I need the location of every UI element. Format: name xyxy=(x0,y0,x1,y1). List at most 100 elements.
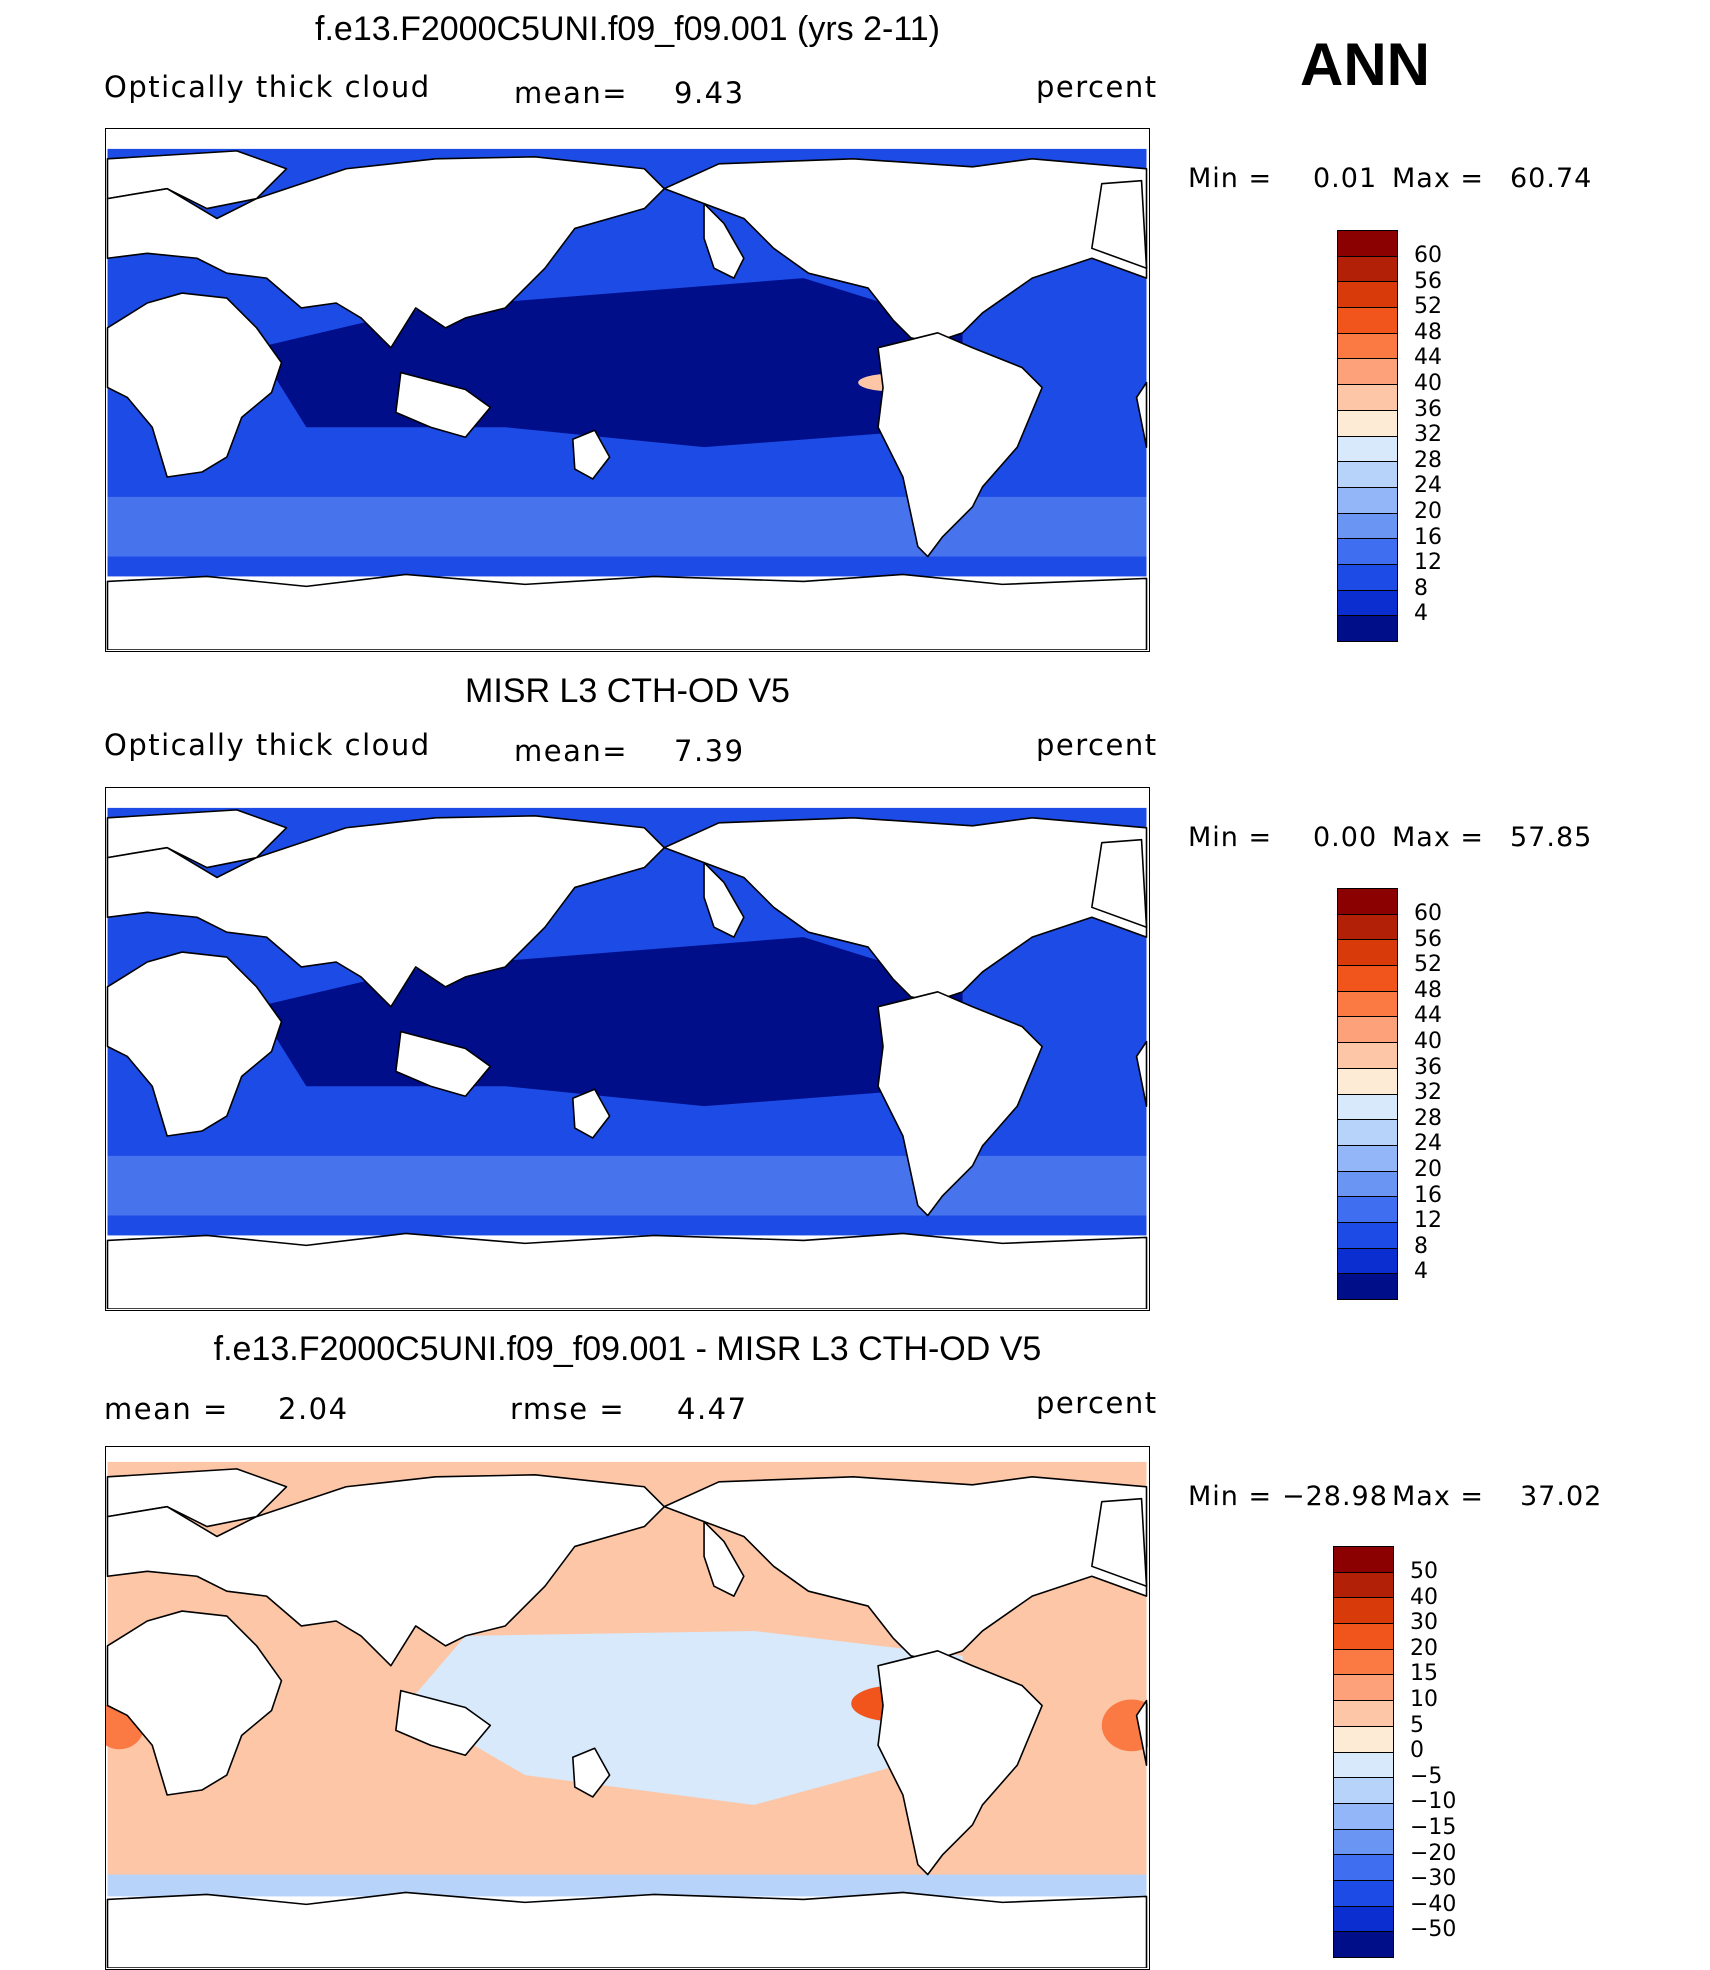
panel-3-colorbar-labels: 50 40 30 20 15 10 5 0 −5 −10 −15 −20 −30 −40 −50 xyxy=(1410,1559,1456,1943)
panel-2-units: percent xyxy=(1036,728,1158,762)
colorbar-tick-label: 20 xyxy=(1410,1635,1438,1661)
panel-3-min-label: Min = xyxy=(1188,1481,1273,1512)
colorbar-swatch xyxy=(1338,1145,1397,1172)
colorbar-tick-label: 20 xyxy=(1414,1156,1442,1182)
colorbar-swatch xyxy=(1334,1547,1393,1573)
colorbar-swatch xyxy=(1338,436,1397,463)
colorbar-tick-label: 36 xyxy=(1414,1054,1442,1080)
continent-outline xyxy=(1091,1497,1148,1587)
colorbar-swatch xyxy=(1338,616,1397,641)
colorbar-swatch xyxy=(1338,410,1397,437)
continent-outline xyxy=(663,158,1148,344)
panel-3-map-plot xyxy=(106,1461,1148,1968)
colorbar-swatch xyxy=(1338,1248,1397,1275)
colorbar-tick-label: −20 xyxy=(1410,1840,1457,1866)
colorbar-swatch xyxy=(1338,1120,1397,1146)
colorbar-swatch xyxy=(1334,1778,1393,1804)
colorbar-tick-label: 44 xyxy=(1414,1003,1442,1029)
colorbar-swatch xyxy=(1338,940,1397,967)
colorbar-swatch xyxy=(1338,513,1397,540)
colorbar-tick-label: 24 xyxy=(1414,473,1442,499)
colorbar-tick-label: 16 xyxy=(1414,1182,1442,1208)
continent-outline xyxy=(703,1520,745,1597)
colorbar-tick-label: 0 xyxy=(1410,1738,1424,1764)
panel-2-map-plot xyxy=(106,807,1148,1309)
colorbar-tick-label: 32 xyxy=(1414,1080,1442,1106)
colorbar-swatch xyxy=(1338,1094,1397,1121)
panel-1-map-plot xyxy=(106,148,1148,650)
colorbar-swatch xyxy=(1338,385,1397,411)
panel-2-min-label: Min = xyxy=(1188,822,1273,853)
continent-outline xyxy=(1135,1040,1148,1107)
panel-2-max-label: Max = xyxy=(1392,822,1485,853)
panel-2-mean-value: 7.39 xyxy=(674,734,745,768)
continent-outline xyxy=(1135,1699,1148,1766)
colorbar-tick-label: 36 xyxy=(1414,396,1442,422)
panel-3-units: percent xyxy=(1036,1386,1158,1420)
continent-outline xyxy=(663,1476,1148,1662)
continent-outline xyxy=(703,202,745,279)
colorbar-tick-label: 4 xyxy=(1414,601,1428,627)
colorbar-swatch xyxy=(1338,256,1397,283)
continent-outline xyxy=(106,815,666,1008)
colorbar-tick-label: 56 xyxy=(1414,926,1442,952)
colorbar-swatch xyxy=(1338,1171,1397,1198)
continent-outline xyxy=(106,1232,1148,1309)
colorbar-tick-label: 28 xyxy=(1414,1105,1442,1131)
continent-outline xyxy=(572,1747,611,1798)
continent-outline xyxy=(395,371,492,439)
panel-1-min-value: 0.01 xyxy=(1313,163,1378,194)
colorbar-swatch xyxy=(1338,564,1397,591)
colorbar-swatch xyxy=(1334,1906,1393,1933)
panel-1-title: f.e13.F2000C5UNI.f09_f09.001 (yrs 2-11) xyxy=(315,10,940,48)
colorbar-tick-label: 12 xyxy=(1414,550,1442,576)
colorbar-swatch xyxy=(1338,282,1397,309)
colorbar-tick-label: −30 xyxy=(1410,1866,1457,1892)
continent-outline xyxy=(106,1474,666,1667)
colorbar-swatch xyxy=(1334,1855,1393,1881)
colorbar-swatch xyxy=(1338,539,1397,565)
panel-3-rmse-value: 4.47 xyxy=(677,1392,748,1426)
colorbar-tick-label: 8 xyxy=(1414,575,1428,601)
colorbar-swatch xyxy=(1338,1197,1397,1223)
continent-outline xyxy=(1091,179,1148,269)
colorbar-swatch xyxy=(1334,1624,1393,1650)
continent-outline xyxy=(572,429,611,480)
colorbar-tick-label: 40 xyxy=(1414,370,1442,396)
colorbar-tick-label: 56 xyxy=(1414,268,1442,294)
colorbar-swatch xyxy=(1334,1675,1393,1702)
colorbar-swatch xyxy=(1338,1043,1397,1069)
continent-outline xyxy=(877,991,1043,1217)
colorbar-tick-label: 40 xyxy=(1410,1584,1438,1610)
colorbar-swatch xyxy=(1334,1803,1393,1830)
colorbar-swatch xyxy=(1334,1829,1393,1856)
panel-2-title: MISR L3 CTH-OD V5 xyxy=(465,672,790,710)
colorbar-tick-label: 40 xyxy=(1414,1028,1442,1054)
continent-outline xyxy=(106,1891,1148,1968)
panel-2-map xyxy=(105,787,1150,1311)
colorbar-swatch xyxy=(1338,333,1397,360)
colorbar-tick-label: 20 xyxy=(1414,498,1442,524)
southern-band xyxy=(107,1874,1147,1897)
colorbar-swatch xyxy=(1338,914,1397,941)
colorbar-tick-label: 48 xyxy=(1414,319,1442,345)
colorbar-swatch xyxy=(1338,1274,1397,1299)
colorbar-tick-label: 28 xyxy=(1414,447,1442,473)
colorbar-swatch xyxy=(1334,1726,1393,1753)
continent-outline xyxy=(106,1610,283,1796)
colorbar-tick-label: 30 xyxy=(1410,1610,1438,1636)
colorbar-tick-label: 12 xyxy=(1414,1208,1442,1234)
panel-1-mean-label: mean= xyxy=(514,76,629,110)
panel-3-title: f.e13.F2000C5UNI.f09_f09.001 - MISR L3 C… xyxy=(213,1330,1042,1368)
panel-3-colorbar xyxy=(1333,1546,1394,1958)
continent-outline xyxy=(395,1689,492,1757)
panel-2-colorbar-labels: 60 56 52 48 44 40 36 32 28 24 20 16 12 8 4 xyxy=(1414,901,1442,1285)
colorbar-swatch xyxy=(1338,231,1397,257)
colorbar-tick-label: 44 xyxy=(1414,345,1442,371)
colorbar-tick-label: 48 xyxy=(1414,977,1442,1003)
season-label: ANN xyxy=(1300,31,1430,98)
colorbar-tick-label: −50 xyxy=(1410,1917,1457,1943)
colorbar-tick-label: 60 xyxy=(1414,901,1442,926)
panel-1-max-label: Max = xyxy=(1392,163,1485,194)
colorbar-tick-label: 24 xyxy=(1414,1131,1442,1157)
